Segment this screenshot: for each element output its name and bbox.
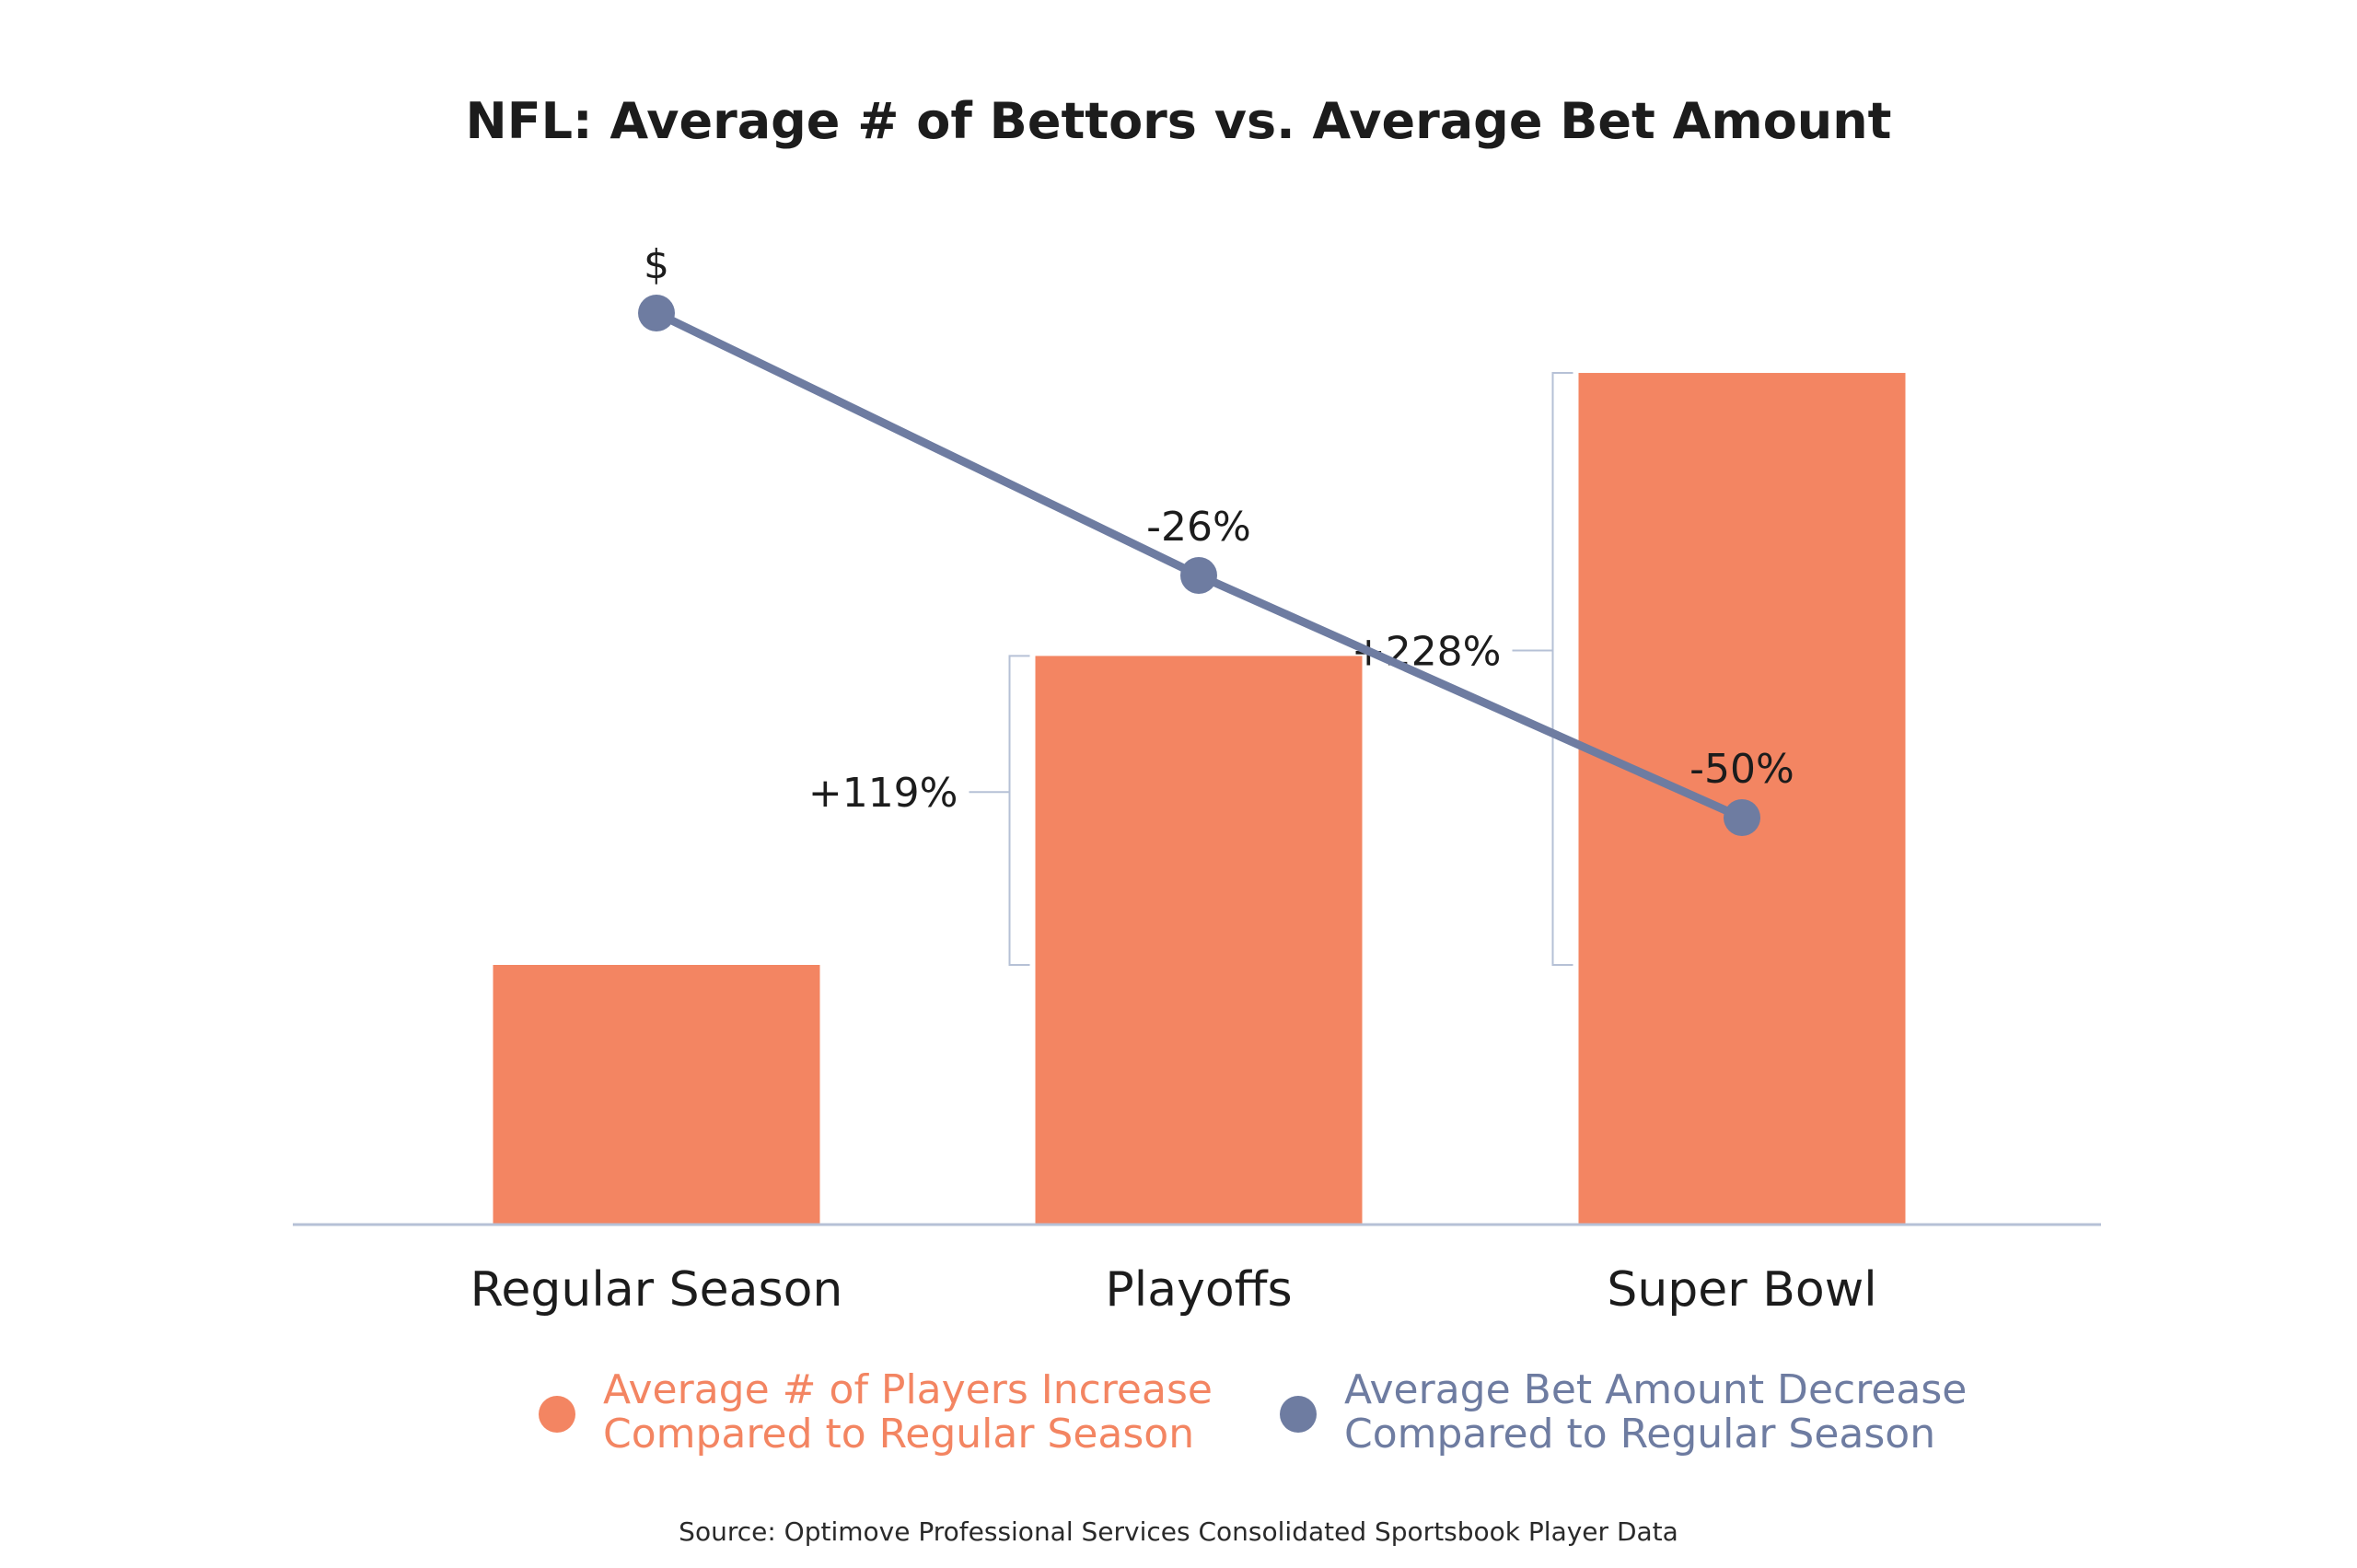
- legend-line2-1: Compared to Regular Season: [1344, 1411, 1935, 1458]
- line-point-2: [1724, 799, 1760, 836]
- increase-label-1: +119%: [808, 770, 958, 817]
- line-point-1: [1180, 556, 1217, 594]
- bar-group: [493, 373, 1906, 1225]
- bracket-1: [1008, 655, 1030, 966]
- decrease-label-1: -26%: [1146, 504, 1251, 551]
- bracket-2: [1551, 372, 1573, 966]
- source-note: Source: Optimove Professional Services C…: [679, 1516, 1678, 1547]
- category-label-regular-season: Regular Season: [470, 1262, 843, 1318]
- decrease-label-0: $: [644, 241, 669, 288]
- decrease-label-2: -50%: [1689, 746, 1794, 793]
- category-label-playoffs: Playoffs: [1105, 1262, 1292, 1318]
- legend-line2-0: Compared to Regular Season: [603, 1411, 1194, 1458]
- legend-marker-1: [1280, 1396, 1317, 1433]
- line-series: $ -26% -50%: [638, 241, 1794, 836]
- legend-line1-0: Average # of Players Increase: [603, 1366, 1213, 1413]
- line-point-0: [638, 295, 675, 331]
- category-labels: Regular Season Playoffs Super Bowl: [470, 1262, 1877, 1318]
- legend-marker-0: [539, 1396, 575, 1433]
- category-label-super-bowl: Super Bowl: [1607, 1262, 1876, 1318]
- legend-line1-1: Average Bet Amount Decrease: [1344, 1366, 1967, 1413]
- bar-playoffs: [1035, 656, 1363, 1225]
- chart-title: NFL: Average # of Bettors vs. Average Be…: [466, 92, 1892, 150]
- bar-super-bowl: [1578, 373, 1906, 1225]
- bar-regular-season: [493, 965, 820, 1225]
